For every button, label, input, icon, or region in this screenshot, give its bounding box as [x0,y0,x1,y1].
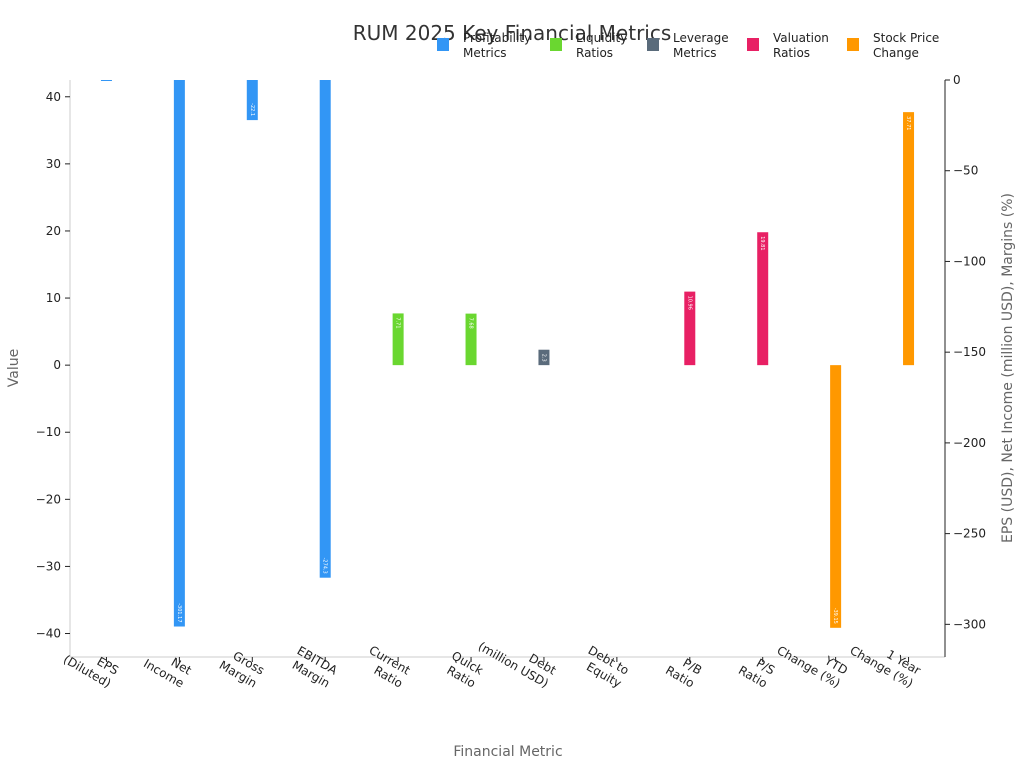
legend-swatch [550,38,562,51]
bar [246,80,258,121]
right-y-tick-label: −100 [953,254,986,268]
x-ticks: EPS(Diluted) NetIncome GrossMargin EBITDAMa… [61,626,923,691]
plot-area [69,80,946,658]
bar-value-label: -22.1 [249,103,255,116]
right-y-tick-label: −200 [953,436,986,450]
left-y-tick-label: 30 [46,157,61,171]
legend-label: Valuation Ratios [773,31,829,60]
bar [684,291,696,366]
bar-value-label: 19.81 [759,236,765,250]
legend-label: Leverage Metrics [673,31,729,60]
bar [392,313,404,366]
bar-value-label: -274.3 [322,558,328,574]
bar-value-label: -39.15 [832,608,838,624]
bar-value-label: 7.68 [468,318,474,329]
bar [830,365,842,628]
bar [757,232,769,366]
bar-value-label: 10.96 [686,296,692,310]
x-tick-label: P/SRatio [736,650,777,691]
bar [173,80,185,627]
left-y-tick-label: −40 [36,627,61,641]
bar [903,112,915,366]
x-axis-title: Financial Metric [453,744,562,760]
legend-label: Profitability Metrics [463,31,531,60]
legend-swatch [847,38,859,51]
bar [465,313,477,366]
bar-value-label: -301.17 [176,603,182,622]
right-y-tick-label: −50 [953,164,978,178]
bar-value-label: 37.71 [905,116,911,130]
x-tick-label: NetIncome [141,643,194,690]
right-y-axis-title: EPS (USD), Net Income (million USD), Mar… [1000,193,1016,543]
bar-value-label: 2.3 [540,354,546,362]
bar-value-label: 7.71 [395,317,401,328]
x-tick-label: 1 YearChange (%) [847,630,923,690]
right-y-tick-label: −150 [953,345,986,359]
legend-label: Stock Price Change [873,31,939,60]
x-tick-label: P/BRatio [663,650,704,691]
bar [538,349,550,366]
left-y-tick-label: 20 [46,224,61,238]
bar-labels: -301.17 -22.1 -274.3 7.71 7.68 2.3 10.96 19.81 -… [176,103,911,624]
legend: Profitability Metrics Liquidity Ratios Lever… [437,31,939,60]
x-tick-label: Debt(million USD) [476,626,559,691]
right-y-tick-label: −250 [953,527,986,541]
x-tick-label: YTDChange (%) [775,630,851,690]
legend-swatch [437,38,449,51]
bar [319,80,331,578]
left-y-tick-label: −30 [36,559,61,573]
x-tick-label: Debt toEquity [578,643,631,691]
left-y-tick-label: 10 [46,291,61,305]
left-y-axis-title: Value [6,349,22,387]
left-y-tick-label: 0 [53,358,61,372]
chart-title: RUM 2025 Key Financial Metrics [353,21,672,45]
legend-label: Liquidity Ratios [576,31,627,60]
x-tick-label: CurrentRatio [359,643,413,691]
left-y-tick-label: 40 [46,90,61,104]
right-y-ticks: 0 −50 −100 −150 −200 −250 −300 [945,73,986,631]
legend-swatch [747,38,759,51]
bar [100,80,112,81]
x-tick-label: EBITDAMargin [287,644,340,691]
x-tick-label: QuickRatio [442,649,486,691]
x-tick-label: GrossMargin [217,645,267,691]
bars [100,80,915,628]
left-y-ticks: 40 30 20 10 0 −10 −20 −30 −40 [36,90,70,641]
left-y-tick-label: −10 [36,425,61,439]
right-y-tick-label: 0 [953,73,961,87]
legend-swatch [647,38,659,51]
left-y-tick-label: −20 [36,492,61,506]
right-y-tick-label: −300 [953,617,986,631]
